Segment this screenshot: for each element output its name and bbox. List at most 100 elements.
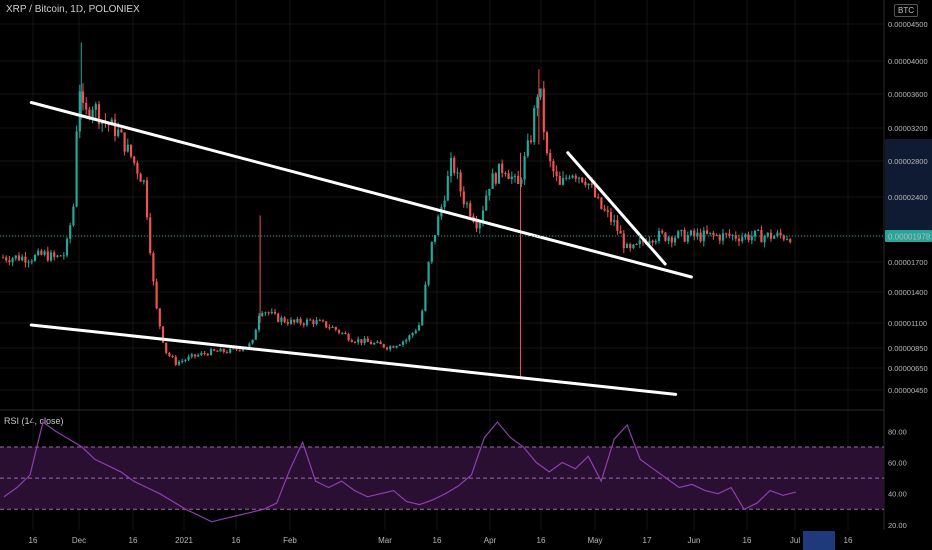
currency-button[interactable]: BTC: [894, 4, 918, 17]
x-tick-label: 16: [433, 536, 442, 545]
candle-body: [334, 327, 337, 330]
candle-body: [622, 233, 625, 249]
candle-body: [174, 357, 177, 365]
candle-body: [581, 177, 584, 183]
y-tick-label: 0.00001400: [888, 288, 928, 297]
candle-body: [270, 311, 273, 314]
candle-body: [350, 340, 353, 343]
x-tick-label: 16: [129, 536, 138, 545]
candle-body: [561, 178, 565, 185]
candle-body: [385, 347, 389, 350]
candle-body: [219, 348, 222, 352]
candle-body: [408, 335, 411, 340]
candle-body: [267, 312, 270, 314]
candle-body: [449, 157, 453, 177]
candle-body: [225, 351, 229, 353]
candle-body: [56, 255, 59, 257]
candle-body: [139, 173, 142, 182]
y-tick-label: 0.00004000: [888, 57, 928, 66]
candle-body: [203, 352, 206, 354]
candle-body: [309, 319, 312, 321]
candle-body: [129, 144, 133, 157]
x-axis-highlight: [803, 531, 835, 550]
candle-body: [776, 232, 779, 237]
candle-body: [686, 234, 689, 242]
candle-body: [680, 229, 683, 232]
candle-body: [235, 348, 238, 350]
candle-body: [571, 175, 574, 178]
y-tick-label: 0.00002400: [888, 193, 928, 202]
candle-body: [165, 342, 168, 353]
candle-body: [430, 241, 433, 262]
candle-body: [312, 320, 315, 325]
candle-body: [168, 352, 171, 356]
candle-body: [475, 221, 478, 229]
x-tick-label: Jul: [790, 536, 800, 545]
candle-body: [78, 91, 81, 132]
candle-body: [277, 313, 280, 322]
candle-body: [433, 235, 437, 242]
candle-body: [760, 229, 763, 243]
candle-body: [593, 185, 597, 197]
x-tick-label: 16: [743, 536, 752, 545]
candle-body: [273, 311, 277, 314]
candle-body: [17, 255, 21, 261]
rsi-y-tick-label: 40.00: [888, 490, 907, 499]
candle-body: [261, 313, 264, 316]
candle-body: [744, 234, 747, 238]
candle-body: [389, 346, 392, 350]
candle-body: [501, 163, 504, 174]
candle-body: [465, 203, 469, 205]
x-tick-label: 2021: [175, 536, 193, 545]
candle-body: [360, 339, 363, 344]
x-tick-label: Feb: [283, 536, 297, 545]
candle-body: [782, 235, 785, 240]
candle-body: [488, 188, 491, 196]
candle-body: [1, 257, 5, 259]
candle-body: [609, 212, 613, 222]
candle-body: [248, 343, 251, 348]
candle-body: [133, 156, 136, 163]
candle-body: [478, 222, 481, 229]
candle-body: [600, 197, 603, 209]
candle-body: [325, 321, 328, 328]
candle-body: [654, 240, 657, 243]
trendline: [29, 323, 678, 396]
candle-body: [773, 236, 776, 239]
candle-body: [584, 182, 587, 186]
candle-body: [437, 216, 440, 236]
candle-body: [337, 329, 341, 333]
candle-body: [280, 317, 283, 322]
candle-body: [737, 238, 741, 242]
candle-body: [693, 230, 696, 236]
candle-body: [181, 360, 184, 362]
candle-body: [753, 230, 757, 237]
last-price-tag: [885, 230, 932, 242]
candle-body: [379, 341, 382, 345]
candle-body: [117, 129, 120, 137]
candle-body: [126, 144, 129, 152]
candle-body: [161, 326, 165, 343]
candle-body: [625, 244, 629, 249]
y-tick-label: 0.00000850: [888, 344, 928, 353]
candle-body: [552, 161, 555, 172]
candle-body: [8, 260, 11, 263]
candle-body: [603, 208, 606, 211]
candle-body: [446, 176, 449, 201]
candle-body: [699, 232, 702, 242]
candle-body: [206, 353, 209, 356]
candle-body: [632, 244, 635, 249]
candle-body: [705, 230, 709, 234]
candle-body: [526, 140, 529, 157]
candle-body: [152, 253, 155, 282]
candle-body: [97, 104, 101, 125]
candle-body: [529, 140, 533, 143]
y-tick-label: 0.00003600: [888, 90, 928, 99]
candle-body: [648, 240, 651, 245]
candle-body: [14, 255, 17, 259]
y-tick-label: 0.00002800: [888, 157, 928, 166]
candle-body: [641, 240, 645, 243]
candle-body: [232, 348, 235, 350]
candle-body: [197, 354, 200, 357]
